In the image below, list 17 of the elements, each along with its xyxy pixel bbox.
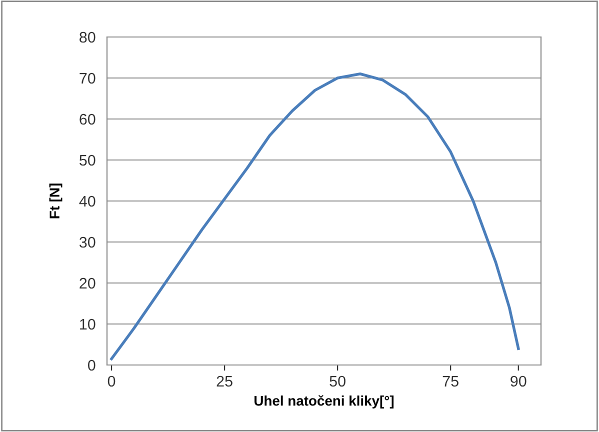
y-tick-label: 30 xyxy=(79,236,96,248)
x-tick-label: 25 xyxy=(216,376,232,387)
x-tick-label: 50 xyxy=(330,376,346,387)
x-tick-label: 0 xyxy=(108,376,116,387)
x-tick-label: 90 xyxy=(510,376,526,387)
y-tick-label: 10 xyxy=(80,318,96,330)
y-tick-label: 40 xyxy=(79,196,96,207)
y-axis-title: Ft [N] xyxy=(49,184,62,218)
y-tick-label: 80 xyxy=(80,32,96,43)
y-tick-label: 60 xyxy=(80,114,96,125)
line-series xyxy=(110,72,520,360)
x-tick-label: 75 xyxy=(442,376,458,387)
x-axis-title: Uhel natočeni kliky[°] xyxy=(254,395,394,408)
y-tick-label: 0 xyxy=(88,360,96,371)
y-tick-label: 70 xyxy=(80,72,96,84)
y-tick-label: 20 xyxy=(80,278,96,289)
y-tick-label: 50 xyxy=(80,154,96,166)
